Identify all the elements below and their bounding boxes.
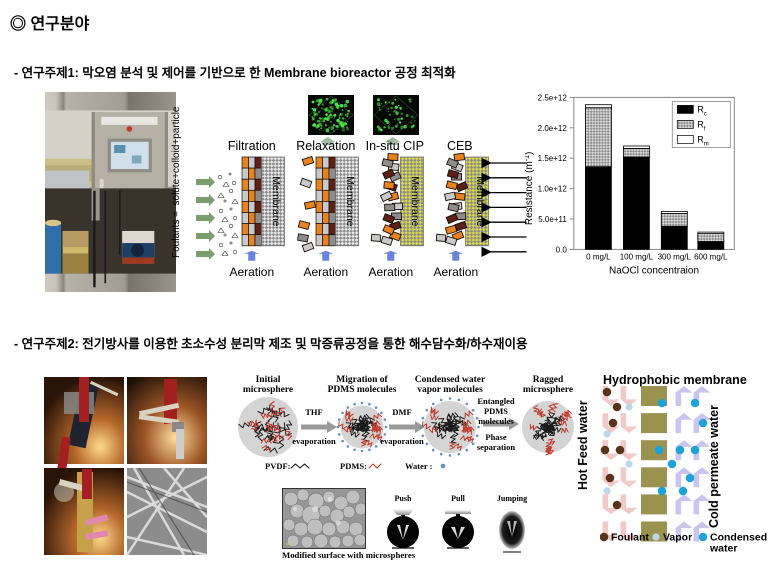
svg-text:600 mg/L: 600 mg/L (694, 252, 728, 261)
svg-text:CEB: CEB (447, 139, 473, 153)
svg-text:Membrane: Membrane (270, 176, 282, 226)
svg-text:Condensed water: Condensed water (415, 375, 486, 385)
svg-text:PVDF:: PVDF: (265, 461, 291, 471)
svg-text:Aeration: Aeration (229, 265, 274, 279)
svg-text:evaporation: evaporation (292, 436, 336, 446)
svg-text:Pull: Pull (451, 494, 466, 503)
svg-text:Initial: Initial (256, 375, 281, 385)
svg-text:In-situ CIP: In-situ CIP (366, 139, 424, 153)
svg-text:microsphere: microsphere (243, 385, 293, 395)
svg-text:Push: Push (395, 494, 412, 503)
svg-text:300 mg/L: 300 mg/L (658, 252, 692, 261)
svg-text:100 mg/L: 100 mg/L (620, 252, 654, 261)
svg-text:vapor molecules: vapor molecules (417, 385, 483, 395)
svg-text:Vapor: Vapor (663, 532, 692, 544)
svg-text:PDMS molecules: PDMS molecules (328, 385, 397, 395)
svg-text:evaporation: evaporation (380, 436, 424, 446)
svg-text:molecules: molecules (478, 416, 514, 426)
svg-text:Migration of: Migration of (336, 375, 388, 385)
svg-text:Filtration: Filtration (228, 139, 276, 153)
svg-text:water: water (709, 543, 737, 555)
svg-text:Aeration: Aeration (433, 265, 478, 279)
svg-text:microsphere: microsphere (523, 385, 573, 395)
svg-text:Aeration: Aeration (303, 265, 348, 279)
svg-text:DMF: DMF (392, 407, 411, 417)
svg-text:PDMS: PDMS (484, 406, 508, 416)
svg-text:Hydrophobic membrane: Hydrophobic membrane (603, 375, 747, 387)
svg-text:Relaxation: Relaxation (296, 139, 355, 153)
svg-text:5.0e+11: 5.0e+11 (538, 215, 567, 224)
svg-text:1.0e+12: 1.0e+12 (538, 185, 568, 194)
svg-text:THF: THF (305, 407, 322, 417)
svg-text:Phase: Phase (485, 432, 506, 442)
svg-text:Entangled: Entangled (477, 396, 515, 406)
svg-text:Ragged: Ragged (533, 375, 564, 385)
svg-text:separation: separation (477, 442, 516, 452)
svg-text:Membrane: Membrane (409, 176, 421, 226)
svg-text:Resistance (m-1): Resistance (m-1) (525, 152, 535, 225)
svg-text:2.0e+12: 2.0e+12 (538, 124, 568, 133)
svg-text:Foulant: Foulant (611, 532, 649, 544)
svg-text:Membrane: Membrane (344, 176, 356, 226)
svg-text:1.5e+12: 1.5e+12 (538, 154, 568, 163)
svg-text:Jumping: Jumping (497, 494, 527, 503)
svg-text:Aeration: Aeration (368, 265, 413, 279)
svg-text:Water :: Water : (405, 461, 433, 471)
svg-text:PDMS:: PDMS: (340, 461, 367, 471)
svg-text:Cold permeate water: Cold permeate water (707, 405, 721, 528)
svg-text:0 mg/L: 0 mg/L (586, 252, 611, 261)
svg-text:NaOCl concentraion: NaOCl concentraion (609, 265, 699, 276)
svg-text:Membrane: Membrane (474, 176, 486, 226)
svg-text:5μm: 5μm (286, 542, 292, 546)
svg-text:2.5e+12: 2.5e+12 (538, 93, 568, 102)
svg-text:0.0: 0.0 (556, 245, 568, 254)
